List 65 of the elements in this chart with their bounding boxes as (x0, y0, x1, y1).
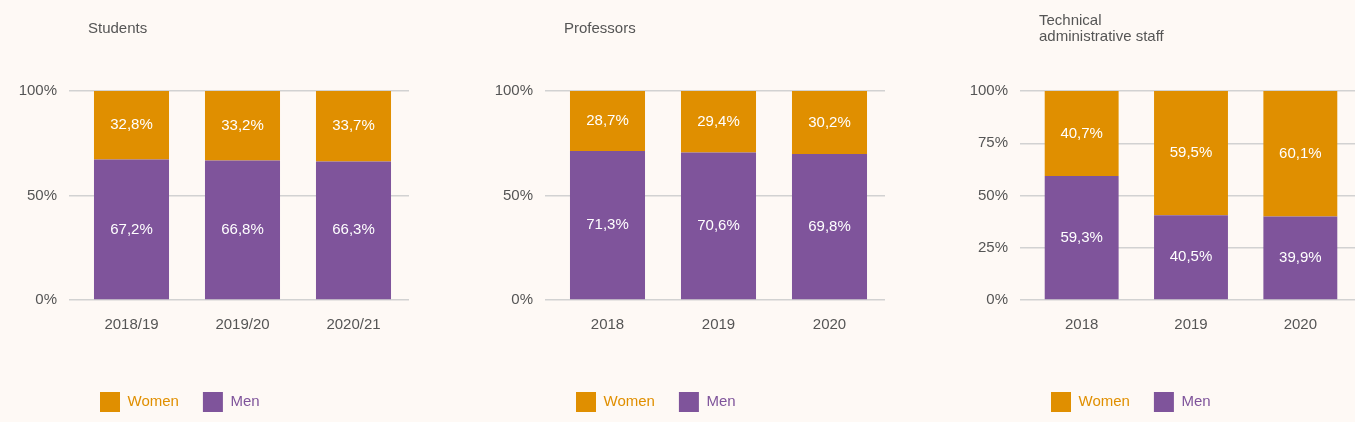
bar (791, 91, 868, 155)
y-tick-label: 0% (986, 290, 1008, 308)
x-tick-label: 2019/20 (215, 315, 270, 333)
y-tick-label: 50% (977, 185, 1008, 203)
bar (204, 91, 281, 161)
data-label: 28,7% (586, 111, 629, 129)
data-label: 39,9% (1279, 248, 1322, 266)
x-tick-label: 2018 (590, 315, 625, 333)
y-tick-label: 50% (502, 185, 533, 203)
legend-label: Men (1181, 392, 1211, 410)
y-tick-label: 100% (969, 81, 1008, 99)
data-label: 40,7% (1060, 123, 1103, 141)
data-label: 32,8% (110, 115, 153, 133)
data-label: 30,2% (808, 112, 851, 130)
y-tick-label: 0% (35, 290, 57, 308)
bar (315, 91, 392, 162)
data-label: 59,5% (1169, 143, 1213, 161)
data-label: 29,4% (697, 111, 740, 129)
x-tick-label: 2020 (1283, 315, 1318, 333)
x-tick-label: 2019 (1174, 315, 1208, 333)
y-tick-label: 100% (494, 81, 533, 99)
y-tick-label: 25% (977, 237, 1008, 255)
y-tick-label: 50% (26, 185, 57, 203)
bar (680, 152, 757, 300)
bar (791, 154, 868, 300)
y-tick-label: 75% (977, 133, 1008, 151)
bar (204, 160, 281, 300)
bar (1154, 215, 1228, 300)
legend-label: Men (230, 392, 260, 410)
chart-title: Professors (564, 19, 636, 36)
data-label: 66,3% (332, 220, 375, 238)
bar (680, 91, 757, 153)
legend-label: Men (706, 392, 736, 410)
bar (93, 91, 170, 160)
legend-label: Women (603, 392, 655, 410)
data-label: 70,6% (697, 215, 740, 233)
bar (315, 161, 392, 300)
bar (1263, 216, 1338, 300)
bar (1154, 91, 1228, 216)
bar (93, 159, 170, 300)
chart-title: Students (88, 19, 148, 36)
y-tick-label: 100% (18, 81, 57, 99)
bar (1263, 91, 1338, 217)
data-label: 40,5% (1169, 247, 1213, 265)
data-label: 71,3% (586, 215, 629, 233)
bar (1044, 91, 1119, 177)
data-label: 59,3% (1060, 227, 1103, 245)
y-tick-label: 0% (511, 290, 533, 308)
chart-title: Technical administrative staff (1039, 11, 1165, 44)
x-tick-label: 2020/21 (326, 315, 381, 333)
legend-label: Women (1078, 392, 1130, 410)
data-label: 33,7% (332, 116, 375, 134)
x-tick-label: 2019 (701, 315, 736, 333)
data-label: 69,8% (808, 216, 851, 234)
legend-label: Women (127, 392, 179, 410)
bar (569, 91, 646, 151)
data-label: 67,2% (110, 219, 153, 237)
bar (569, 150, 646, 300)
x-tick-label: 2020 (812, 315, 847, 333)
x-tick-label: 2018 (1064, 315, 1099, 333)
data-label: 60,1% (1279, 143, 1322, 161)
x-tick-label: 2018/19 (104, 315, 159, 333)
data-label: 66,8% (221, 219, 264, 237)
bar (1044, 176, 1119, 300)
data-label: 33,2% (221, 115, 264, 133)
